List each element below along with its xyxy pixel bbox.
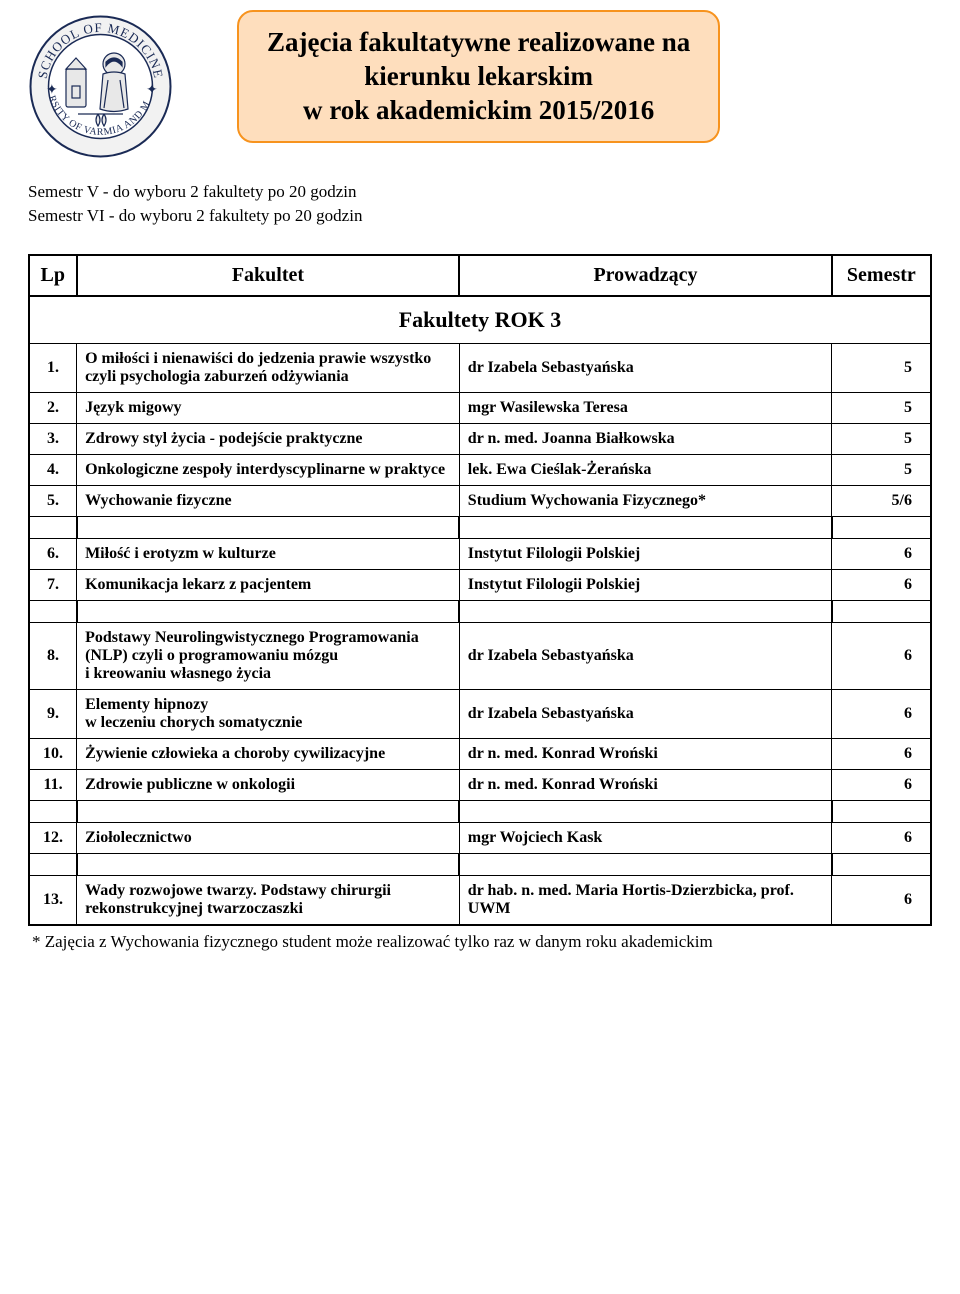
- faculty-table: Fakultety ROK 3 Lp Fakultet Prowadzący S…: [28, 254, 932, 926]
- table-row: 3.Zdrowy styl życia - podejście praktycz…: [29, 424, 931, 455]
- subinfo-line-1: Semestr V - do wyboru 2 fakultety po 20 …: [28, 182, 932, 202]
- title-line-3: w rok akademickim 2015/2016: [267, 94, 690, 128]
- row-number: 13.: [29, 876, 77, 926]
- row-prowadzacy: dr n. med. Joanna Białkowska: [459, 424, 831, 455]
- svg-text:✦: ✦: [146, 83, 158, 98]
- row-semestr: 5: [832, 344, 931, 393]
- row-fakultet: Elementy hipnozy w leczeniu chorych soma…: [77, 690, 460, 739]
- row-prowadzacy: dr Izabela Sebastyańska: [459, 344, 831, 393]
- row-semestr: 6: [832, 690, 931, 739]
- row-semestr: 5: [832, 393, 931, 424]
- row-prowadzacy: dr hab. n. med. Maria Hortis-Dzierzbicka…: [459, 876, 831, 926]
- row-fakultet: Język migowy: [77, 393, 460, 424]
- row-prowadzacy: dr Izabela Sebastyańska: [459, 690, 831, 739]
- table-row: 11.Zdrowie publiczne w onkologiidr n. me…: [29, 770, 931, 801]
- row-fakultet: Podstawy Neurolingwistycznego Programowa…: [77, 623, 460, 690]
- faculty-table-wrap: Fakultety ROK 3 Lp Fakultet Prowadzący S…: [28, 254, 932, 952]
- row-fakultet: Zdrowy styl życia - podejście praktyczne: [77, 424, 460, 455]
- row-fakultet: Komunikacja lekarz z pacjentem: [77, 570, 460, 601]
- row-semestr: 6: [832, 623, 931, 690]
- row-prowadzacy: mgr Wojciech Kask: [459, 823, 831, 854]
- row-semestr: 5/6: [832, 486, 931, 517]
- row-fakultet: Onkologiczne zespoły interdyscyplinarne …: [77, 455, 460, 486]
- row-prowadzacy: lek. Ewa Cieślak-Żerańska: [459, 455, 831, 486]
- row-number: 5.: [29, 486, 77, 517]
- table-header-row: Lp Fakultet Prowadzący Semestr: [29, 255, 931, 296]
- table-row: 12.Ziołolecznictwomgr Wojciech Kask6: [29, 823, 931, 854]
- table-row: 9.Elementy hipnozy w leczeniu chorych so…: [29, 690, 931, 739]
- table-row: 13.Wady rozwojowe twarzy. Podstawy chiru…: [29, 876, 931, 926]
- table-caption: Fakultety ROK 3: [29, 296, 931, 344]
- row-prowadzacy: dr n. med. Konrad Wroński: [459, 739, 831, 770]
- row-semestr: 6: [832, 876, 931, 926]
- row-semestr: 5: [832, 424, 931, 455]
- title-line-2: kierunku lekarskim: [267, 60, 690, 94]
- spacer-row: [29, 517, 931, 539]
- row-semestr: 6: [832, 539, 931, 570]
- table-row: 2.Język migowymgr Wasilewska Teresa5: [29, 393, 931, 424]
- school-seal: SCHOOL OF MEDICINE UNIVERSITY OF VARMIA …: [28, 14, 173, 164]
- row-fakultet: Ziołolecznictwo: [77, 823, 460, 854]
- row-semestr: 6: [832, 570, 931, 601]
- row-prowadzacy: Studium Wychowania Fizycznego*: [459, 486, 831, 517]
- row-number: 8.: [29, 623, 77, 690]
- table-row: 7.Komunikacja lekarz z pacjentemInstytut…: [29, 570, 931, 601]
- row-fakultet: Zdrowie publiczne w onkologii: [77, 770, 460, 801]
- col-prowadzacy: Prowadzący: [459, 255, 831, 296]
- row-number: 10.: [29, 739, 77, 770]
- col-fakultet: Fakultet: [77, 255, 460, 296]
- table-row: 6.Miłość i erotyzm w kulturzeInstytut Fi…: [29, 539, 931, 570]
- row-number: 2.: [29, 393, 77, 424]
- row-fakultet: Żywienie człowieka a choroby cywilizacyj…: [77, 739, 460, 770]
- spacer-row: [29, 854, 931, 876]
- row-number: 11.: [29, 770, 77, 801]
- title-line-1: Zajęcia fakultatywne realizowane na: [267, 26, 690, 60]
- row-prowadzacy: Instytut Filologii Polskiej: [459, 539, 831, 570]
- row-fakultet: Wady rozwojowe twarzy. Podstawy chirurgi…: [77, 876, 460, 926]
- svg-text:✦: ✦: [46, 83, 58, 98]
- row-prowadzacy: Instytut Filologii Polskiej: [459, 570, 831, 601]
- row-fakultet: O miłości i nienawiści do jedzenia prawi…: [77, 344, 460, 393]
- row-prowadzacy: mgr Wasilewska Teresa: [459, 393, 831, 424]
- row-number: 3.: [29, 424, 77, 455]
- table-row: 10.Żywienie człowieka a choroby cywiliza…: [29, 739, 931, 770]
- subinfo-line-2: Semestr VI - do wyboru 2 fakultety po 20…: [28, 206, 932, 226]
- row-prowadzacy: dr Izabela Sebastyańska: [459, 623, 831, 690]
- spacer-row: [29, 801, 931, 823]
- row-number: 7.: [29, 570, 77, 601]
- table-row: 8.Podstawy Neurolingwistycznego Programo…: [29, 623, 931, 690]
- col-lp: Lp: [29, 255, 77, 296]
- table-caption-row: Fakultety ROK 3: [29, 296, 931, 344]
- row-number: 6.: [29, 539, 77, 570]
- row-semestr: 5: [832, 455, 931, 486]
- row-semestr: 6: [832, 739, 931, 770]
- col-semestr: Semestr: [832, 255, 931, 296]
- row-semestr: 6: [832, 823, 931, 854]
- footnote: * Zajęcia z Wychowania fizycznego studen…: [28, 932, 932, 952]
- row-semestr: 6: [832, 770, 931, 801]
- row-number: 1.: [29, 344, 77, 393]
- row-number: 4.: [29, 455, 77, 486]
- row-fakultet: Wychowanie fizyczne: [77, 486, 460, 517]
- table-row: 1.O miłości i nienawiści do jedzenia pra…: [29, 344, 931, 393]
- row-fakultet: Miłość i erotyzm w kulturze: [77, 539, 460, 570]
- table-row: 5.Wychowanie fizyczneStudium Wychowania …: [29, 486, 931, 517]
- spacer-row: [29, 601, 931, 623]
- row-number: 9.: [29, 690, 77, 739]
- row-prowadzacy: dr n. med. Konrad Wroński: [459, 770, 831, 801]
- table-row: 4.Onkologiczne zespoły interdyscyplinarn…: [29, 455, 931, 486]
- header-row: SCHOOL OF MEDICINE UNIVERSITY OF VARMIA …: [28, 10, 932, 164]
- title-box: Zajęcia fakultatywne realizowane na kier…: [237, 10, 720, 143]
- row-number: 12.: [29, 823, 77, 854]
